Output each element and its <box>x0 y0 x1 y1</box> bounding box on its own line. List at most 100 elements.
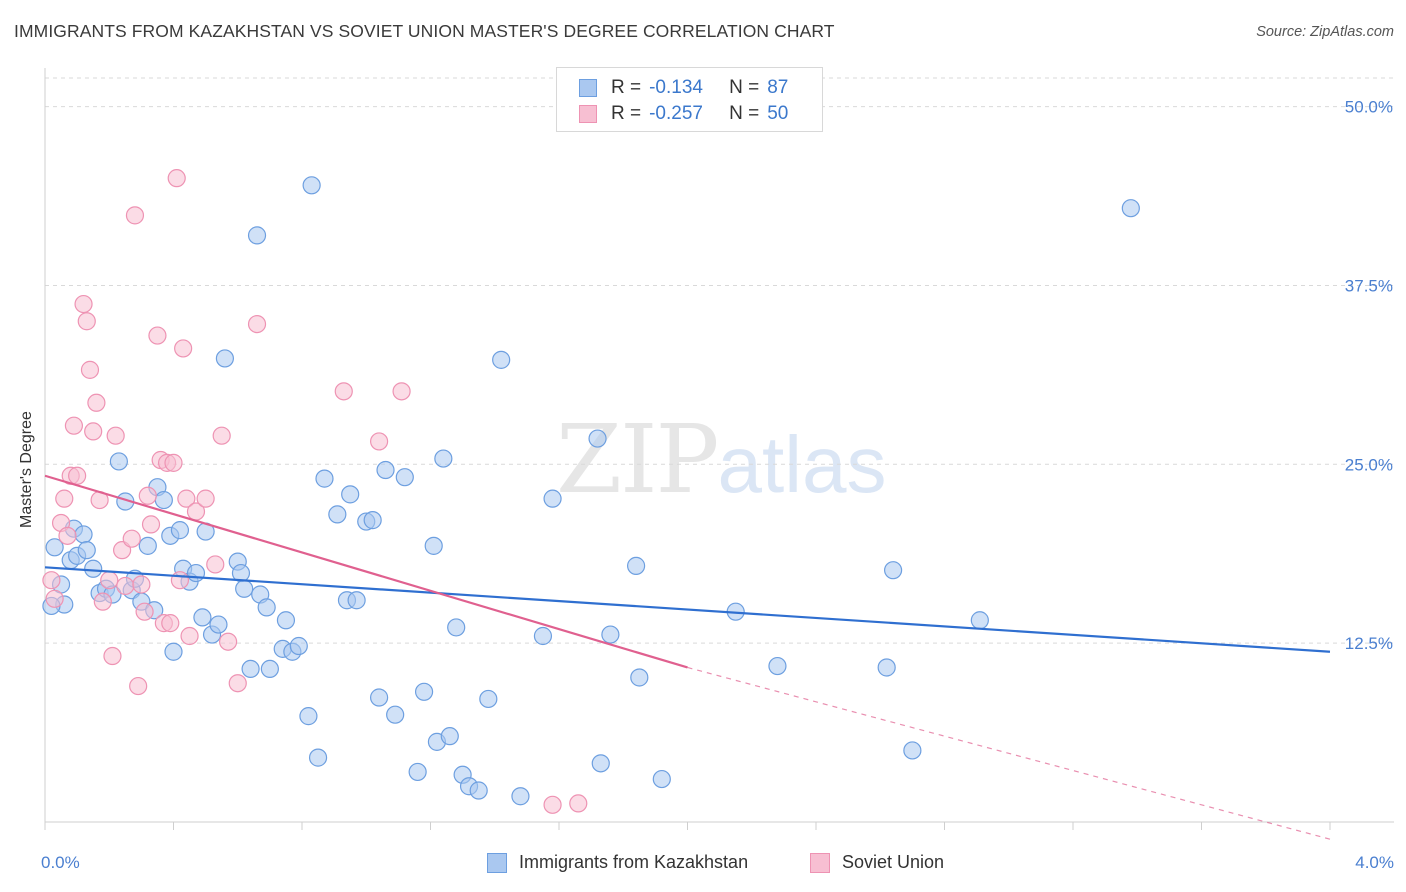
legend-row-kazakhstan: R = -0.134 N = 87 <box>579 76 788 100</box>
data-point-soviet-union <box>161 614 180 633</box>
source-credit: Source: ZipAtlas.com <box>1256 24 1394 40</box>
data-point-soviet-union <box>77 312 96 331</box>
data-point-kazakhstan <box>543 489 562 508</box>
data-point-kazakhstan <box>588 429 607 448</box>
data-point-soviet-union <box>122 529 141 548</box>
data-point-kazakhstan <box>768 656 787 676</box>
data-point-kazakhstan <box>1121 199 1140 218</box>
data-point-soviet-union <box>45 589 64 608</box>
data-point-soviet-union <box>177 489 196 508</box>
data-point-kazakhstan <box>386 705 405 724</box>
data-point-kazakhstan <box>533 626 553 646</box>
data-point-kazakhstan <box>447 618 466 637</box>
y-tick-label: 25.0% <box>1345 455 1393 474</box>
legend-row-soviet-union: R = -0.257 N = 50 <box>579 102 788 126</box>
data-point-soviet-union <box>164 453 183 472</box>
data-point-soviet-union <box>125 206 145 225</box>
data-point-soviet-union <box>334 382 353 401</box>
data-point-kazakhstan <box>469 781 488 800</box>
trend-line-kazakhstan <box>44 566 1331 653</box>
data-point-soviet-union <box>219 632 238 651</box>
watermark-zip: ZIP <box>556 405 719 515</box>
series-legend: Immigrants from Kazakhstan Soviet Union <box>0 852 1406 876</box>
data-point-kazakhstan <box>424 536 443 555</box>
y-tick-label: 12.5% <box>1345 634 1393 653</box>
legend-r-value: -0.134 <box>649 77 703 98</box>
data-point-kazakhstan <box>74 525 93 544</box>
series-legend-kazakhstan: Immigrants from Kazakhstan <box>487 852 748 873</box>
data-point-kazakhstan <box>652 769 671 789</box>
data-point-soviet-union <box>543 795 562 814</box>
data-point-soviet-union <box>84 422 103 441</box>
y-tick-label: 37.5% <box>1345 276 1393 295</box>
data-point-kazakhstan <box>45 538 64 557</box>
data-point-soviet-union <box>93 592 112 611</box>
data-point-kazakhstan <box>970 611 989 630</box>
data-point-kazakhstan <box>235 579 254 598</box>
data-point-soviet-union <box>370 432 389 451</box>
chart-title: IMMIGRANTS FROM KAZAKHSTAN VS SOVIET UNI… <box>14 21 835 41</box>
data-point-kazakhstan <box>84 559 103 578</box>
data-point-soviet-union <box>74 294 93 314</box>
data-point-soviet-union <box>196 489 215 508</box>
series-legend-soviet-union: Soviet Union <box>810 852 944 873</box>
data-point-soviet-union <box>106 426 125 445</box>
legend-swatch-blue <box>579 79 597 97</box>
data-point-soviet-union <box>58 526 77 545</box>
data-point-kazakhstan <box>154 490 173 510</box>
data-point-kazakhstan <box>626 556 646 575</box>
data-point-kazakhstan <box>77 541 96 560</box>
legend-r-value: -0.257 <box>649 103 703 124</box>
data-point-soviet-union <box>68 466 87 485</box>
y-tick-label: 50.0% <box>1345 98 1393 117</box>
data-point-kazakhstan <box>877 658 896 677</box>
data-point-soviet-union <box>132 575 151 594</box>
data-point-kazakhstan <box>395 468 414 487</box>
data-point-kazakhstan <box>479 689 498 709</box>
data-point-soviet-union <box>148 326 167 345</box>
data-point-soviet-union <box>170 571 190 590</box>
data-point-kazakhstan <box>591 754 610 773</box>
data-point-soviet-union <box>55 489 74 508</box>
data-point-kazakhstan <box>376 460 395 480</box>
data-point-kazakhstan <box>276 611 296 630</box>
data-point-soviet-union <box>167 169 186 188</box>
legend-n-value: 87 <box>767 77 789 98</box>
series-swatch-blue <box>487 852 507 873</box>
data-point-kazakhstan <box>241 659 260 679</box>
data-point-soviet-union <box>87 393 106 412</box>
data-point-soviet-union <box>180 626 199 646</box>
y-axis-label: Master's Degree <box>18 411 35 528</box>
watermark: ZIPatlas <box>556 405 886 515</box>
trend-line-soviet-union <box>44 474 688 669</box>
data-point-soviet-union <box>141 515 161 534</box>
legend-n-label: N = <box>729 77 760 98</box>
data-point-kazakhstan <box>414 682 434 701</box>
series-label-soviet-union: Soviet Union <box>842 852 945 872</box>
data-point-kazakhstan <box>215 349 234 368</box>
data-point-kazakhstan <box>315 469 334 488</box>
legend-r-label: R = <box>611 77 642 98</box>
data-point-kazakhstan <box>347 591 366 610</box>
data-point-kazakhstan <box>247 226 267 245</box>
legend-n-label: N = <box>729 103 760 124</box>
data-point-kazakhstan <box>408 762 427 782</box>
x-tick-label: 4.0% <box>1355 853 1394 872</box>
data-point-kazakhstan <box>308 748 328 767</box>
data-point-soviet-union <box>103 646 122 666</box>
data-point-kazakhstan <box>328 505 347 524</box>
series-swatch-pink <box>810 852 830 873</box>
x-tick-label: 0.0% <box>41 853 80 872</box>
watermark-atlas: atlas <box>717 420 887 509</box>
data-point-kazakhstan <box>186 563 206 583</box>
data-point-soviet-union <box>42 571 61 590</box>
data-point-kazakhstan <box>601 625 620 644</box>
data-point-kazakhstan <box>257 598 276 617</box>
data-point-soviet-union <box>129 676 148 696</box>
data-point-kazakhstan <box>193 608 212 627</box>
data-point-kazakhstan <box>363 511 382 530</box>
data-point-soviet-union <box>100 571 119 590</box>
data-point-kazakhstan <box>434 449 453 468</box>
legend-n-value: 50 <box>767 103 789 124</box>
